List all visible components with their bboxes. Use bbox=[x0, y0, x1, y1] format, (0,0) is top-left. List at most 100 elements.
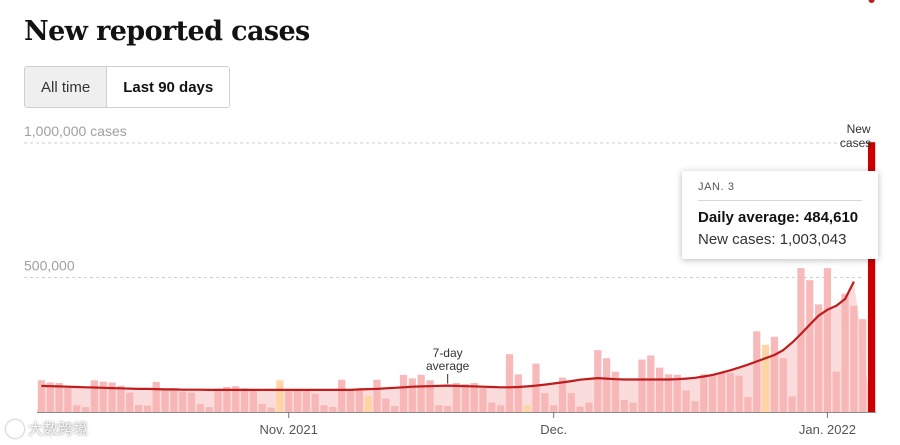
bar bbox=[823, 268, 832, 412]
bar bbox=[576, 406, 584, 412]
bar bbox=[594, 350, 602, 412]
bar bbox=[435, 405, 443, 412]
bar bbox=[152, 381, 160, 412]
bar bbox=[620, 399, 628, 412]
bar bbox=[90, 380, 99, 412]
bar bbox=[479, 387, 487, 412]
y-tick-label: 1,000,000 cases bbox=[24, 123, 127, 139]
bar bbox=[532, 363, 540, 412]
bar bbox=[364, 395, 372, 412]
bar bbox=[523, 405, 531, 412]
bar bbox=[691, 401, 699, 412]
all-time-button[interactable]: All time bbox=[25, 67, 108, 107]
bar bbox=[417, 374, 425, 412]
bar bbox=[744, 397, 752, 412]
bar bbox=[779, 358, 787, 412]
bar bbox=[488, 402, 496, 412]
average-line-layer bbox=[41, 281, 855, 391]
bar bbox=[647, 355, 655, 412]
bar bbox=[806, 280, 814, 412]
bar bbox=[46, 382, 54, 412]
bar bbox=[108, 382, 116, 412]
bar bbox=[832, 371, 840, 412]
bar bbox=[558, 377, 567, 412]
tooltip-daily-average: Daily average: 484,610 bbox=[698, 209, 858, 226]
average-line bbox=[41, 281, 855, 391]
bar bbox=[708, 374, 717, 412]
bar bbox=[567, 393, 575, 412]
bar bbox=[391, 406, 399, 412]
tooltip-average-label: Daily average: bbox=[698, 209, 800, 226]
tooltip-date: JAN. 3 bbox=[698, 181, 735, 193]
bar bbox=[285, 391, 293, 412]
bar bbox=[461, 384, 469, 412]
chart-title: New reported cases bbox=[24, 16, 310, 47]
bar bbox=[232, 386, 240, 412]
x-tick-label: Dec. bbox=[540, 422, 567, 437]
bar bbox=[338, 379, 346, 412]
bar bbox=[55, 382, 63, 412]
bar bbox=[717, 372, 726, 412]
bar bbox=[664, 374, 673, 412]
bar bbox=[770, 336, 779, 412]
bar bbox=[726, 373, 734, 412]
bar bbox=[505, 354, 514, 412]
new-cases-annotation-line1: New bbox=[847, 122, 871, 136]
bar bbox=[267, 407, 275, 412]
bar bbox=[452, 382, 461, 412]
bar bbox=[117, 385, 125, 412]
new-cases-annotation-line2: cases bbox=[840, 136, 871, 150]
bar bbox=[249, 391, 257, 412]
bar bbox=[629, 402, 637, 412]
seven-day-annotation-line2: average bbox=[426, 359, 470, 373]
bar bbox=[656, 367, 664, 412]
bar bbox=[788, 396, 796, 412]
bar bbox=[585, 402, 593, 412]
bar bbox=[859, 319, 867, 412]
time-range-toggle: All time Last 90 days bbox=[24, 66, 231, 108]
bar bbox=[240, 388, 249, 412]
bar bbox=[638, 359, 646, 412]
tooltip-average-value: 484,610 bbox=[803, 209, 859, 226]
bar bbox=[841, 293, 849, 412]
bar bbox=[850, 305, 858, 412]
bar bbox=[797, 268, 805, 412]
bar bbox=[329, 406, 337, 412]
bar bbox=[170, 390, 178, 412]
bar bbox=[99, 381, 107, 412]
watermark: 大数跨境 bbox=[6, 418, 88, 439]
watermark-text: 大数跨境 bbox=[28, 421, 89, 438]
bar bbox=[81, 407, 90, 412]
bar bbox=[753, 331, 761, 412]
watermark-logo-icon bbox=[6, 419, 24, 438]
bar bbox=[73, 405, 81, 412]
bar bbox=[311, 393, 319, 412]
bar bbox=[682, 390, 690, 412]
bar bbox=[355, 389, 363, 412]
seven-day-annotation-line1: 7-day bbox=[433, 346, 463, 360]
bar bbox=[673, 374, 681, 412]
bar bbox=[223, 386, 231, 412]
bar bbox=[320, 405, 328, 412]
bar bbox=[867, 142, 876, 412]
bar-layer bbox=[37, 142, 876, 413]
bar bbox=[399, 374, 408, 412]
bar bbox=[293, 389, 302, 412]
bar bbox=[603, 358, 611, 412]
tooltip-divider bbox=[698, 200, 862, 201]
last-90-days-button[interactable]: Last 90 days bbox=[107, 67, 230, 107]
bar bbox=[550, 405, 558, 412]
hover-point bbox=[868, 0, 875, 3]
bar bbox=[735, 375, 743, 412]
bar bbox=[126, 392, 134, 412]
bar bbox=[426, 380, 434, 412]
hover-tooltip: JAN. 3 Daily average: 484,610 New cases:… bbox=[682, 171, 878, 259]
x-tick-label: Nov. 2021 bbox=[260, 422, 318, 437]
grid-layer: 1,000,000 cases 500,000 bbox=[24, 123, 864, 278]
bar bbox=[196, 403, 204, 412]
bar bbox=[700, 374, 708, 412]
tooltip-new-label: New cases: bbox=[698, 231, 776, 248]
bar bbox=[187, 392, 196, 412]
bar bbox=[179, 391, 187, 412]
bar bbox=[470, 382, 478, 412]
